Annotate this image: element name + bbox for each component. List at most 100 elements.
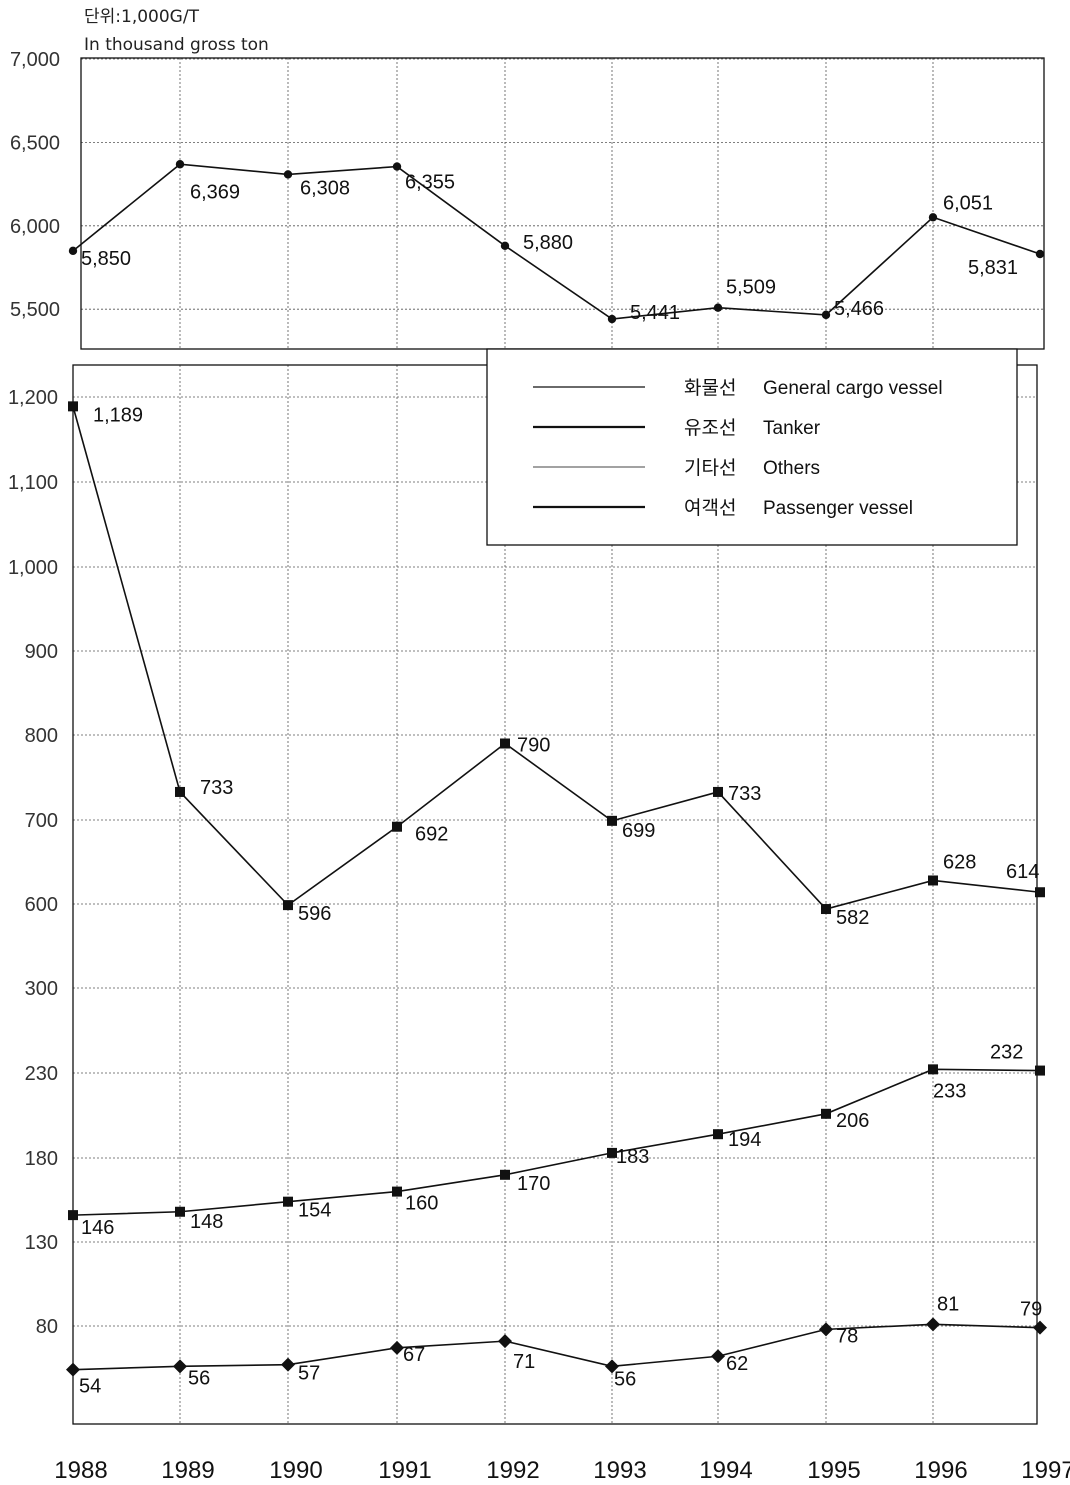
data-point-diamond bbox=[498, 1334, 512, 1349]
legend: 화물선 General cargo vessel 유조선 Tanker 기타선 … bbox=[486, 348, 1018, 546]
legend-label-general-cargo-ko: 화물선 bbox=[684, 377, 736, 399]
data-label-passenger: 71 bbox=[513, 1351, 535, 1373]
data-label-others: 183 bbox=[616, 1146, 649, 1168]
series-others: 146 148 154 160 170 183 194 206 233 232 bbox=[68, 1042, 1045, 1239]
data-label-tanker: 692 bbox=[415, 824, 448, 846]
data-point-diamond bbox=[605, 1359, 619, 1374]
lower-y-tick-label: 180 bbox=[25, 1148, 58, 1170]
data-point-square bbox=[1035, 887, 1045, 898]
data-point-square bbox=[821, 1108, 831, 1119]
data-label-general-cargo: 5,880 bbox=[523, 232, 573, 254]
data-point-circle bbox=[175, 160, 185, 169]
data-point-square bbox=[392, 821, 402, 832]
data-label-passenger: 67 bbox=[403, 1344, 425, 1366]
series-line-others bbox=[72, 1068, 1041, 1216]
x-tick-label: 1996 bbox=[914, 1457, 967, 1484]
x-tick-label: 1994 bbox=[699, 1457, 752, 1484]
data-point-square bbox=[713, 786, 723, 797]
data-label-tanker: 628 bbox=[943, 851, 976, 873]
data-point-diamond bbox=[926, 1317, 940, 1332]
legend-label-passenger-en: Passenger vessel bbox=[763, 498, 913, 519]
lower-y-tick-label: 700 bbox=[25, 810, 58, 832]
data-point-square bbox=[68, 1210, 78, 1221]
legend-label-tanker-en: Tanker bbox=[763, 418, 821, 439]
legend-label-passenger-ko: 여객선 bbox=[684, 497, 736, 519]
x-tick-label: 1989 bbox=[161, 1457, 214, 1484]
lower-y-tick-label: 600 bbox=[25, 894, 58, 916]
x-axis-year-labels: 1988 1989 1990 1991 1992 1993 1994 1995 1996 1997 bbox=[54, 1457, 1070, 1484]
data-point-circle bbox=[928, 213, 938, 222]
data-label-others: 160 bbox=[405, 1193, 438, 1215]
data-point-square bbox=[283, 1196, 293, 1207]
legend-label-others-ko: 기타선 bbox=[684, 457, 736, 479]
data-label-tanker: 790 bbox=[517, 735, 550, 757]
x-tick-label: 1988 bbox=[54, 1457, 107, 1484]
data-label-tanker: 582 bbox=[836, 907, 869, 929]
data-point-square bbox=[713, 1129, 723, 1140]
data-label-general-cargo: 6,308 bbox=[300, 177, 350, 199]
data-label-passenger: 81 bbox=[937, 1293, 959, 1315]
data-label-others: 232 bbox=[990, 1042, 1023, 1064]
x-tick-label: 1992 bbox=[486, 1457, 539, 1484]
data-label-general-cargo: 6,051 bbox=[943, 192, 993, 214]
lower-y-tick-label: 1,200 bbox=[8, 387, 58, 409]
lower-y-tick-label: 130 bbox=[25, 1232, 58, 1254]
lower-y-axis-ticks: 1,200 1,100 1,000 900 800 700 600 300 230 180 130 8… bbox=[8, 387, 58, 1338]
upper-y-tick-label: 6,500 bbox=[10, 132, 60, 154]
lower-y-tick-label: 1,000 bbox=[8, 557, 58, 579]
data-point-diamond bbox=[819, 1322, 833, 1337]
data-label-general-cargo: 5,441 bbox=[630, 302, 680, 324]
lower-y-tick-label: 1,100 bbox=[8, 472, 58, 494]
data-point-diamond bbox=[390, 1340, 404, 1355]
data-point-diamond bbox=[1033, 1320, 1047, 1335]
upper-panel-frame bbox=[80, 57, 1045, 350]
x-tick-label: 1993 bbox=[593, 1457, 646, 1484]
series-layer: 5,850 6,369 6,308 6,355 5,880 5,441 5,509 5,466… bbox=[66, 160, 1047, 1398]
data-label-passenger: 56 bbox=[614, 1368, 636, 1390]
upper-panel-grid bbox=[80, 57, 1045, 350]
upper-y-tick-label: 7,000 bbox=[10, 49, 60, 71]
lower-y-tick-label: 800 bbox=[25, 725, 58, 747]
data-label-passenger: 56 bbox=[188, 1367, 210, 1389]
data-label-tanker: 699 bbox=[622, 820, 655, 842]
data-label-others: 148 bbox=[190, 1211, 223, 1233]
data-point-diamond bbox=[711, 1349, 725, 1364]
data-label-others: 146 bbox=[81, 1217, 114, 1239]
data-label-tanker: 733 bbox=[200, 777, 233, 799]
data-point-square bbox=[283, 900, 293, 911]
data-point-square bbox=[607, 1147, 617, 1158]
series-line-general-cargo bbox=[72, 163, 1041, 320]
data-point-diamond bbox=[66, 1362, 80, 1377]
data-point-circle bbox=[500, 241, 510, 251]
data-point-square bbox=[392, 1186, 402, 1197]
data-point-circle bbox=[821, 310, 831, 320]
data-point-square bbox=[500, 1169, 510, 1180]
data-label-others: 154 bbox=[298, 1200, 331, 1222]
data-point-circle bbox=[713, 303, 723, 312]
data-label-general-cargo: 6,369 bbox=[190, 181, 240, 203]
unit-label-korean: 단위:1,000G/T bbox=[84, 7, 200, 27]
x-tick-label: 1995 bbox=[807, 1457, 860, 1484]
x-tick-label: 1997 bbox=[1021, 1457, 1070, 1484]
data-point-square bbox=[500, 738, 510, 749]
data-label-others: 206 bbox=[836, 1110, 869, 1132]
data-label-general-cargo: 6,355 bbox=[405, 172, 455, 194]
upper-y-tick-label: 6,000 bbox=[10, 216, 60, 238]
series-general-cargo: 5,850 6,369 6,308 6,355 5,880 5,441 5,509 5,466… bbox=[68, 160, 1045, 324]
lower-y-tick-label: 300 bbox=[25, 978, 58, 1000]
data-point-circle bbox=[68, 246, 78, 256]
data-point-circle bbox=[283, 170, 293, 179]
upper-y-tick-label: 5,500 bbox=[10, 299, 60, 321]
unit-label-english: In thousand gross ton bbox=[84, 35, 269, 55]
data-label-passenger: 78 bbox=[836, 1325, 858, 1347]
data-point-circle bbox=[607, 314, 617, 324]
legend-label-general-cargo-en: General cargo vessel bbox=[763, 378, 943, 399]
data-label-tanker: 614 bbox=[1006, 861, 1039, 883]
legend-label-tanker-ko: 유조선 bbox=[684, 417, 736, 439]
lower-y-tick-label: 80 bbox=[36, 1316, 58, 1338]
lower-y-tick-label: 230 bbox=[25, 1063, 58, 1085]
data-label-general-cargo: 5,509 bbox=[726, 277, 776, 299]
legend-label-others-en: Others bbox=[763, 458, 820, 479]
data-label-tanker: 1,189 bbox=[93, 404, 143, 426]
data-label-others: 194 bbox=[728, 1129, 761, 1151]
